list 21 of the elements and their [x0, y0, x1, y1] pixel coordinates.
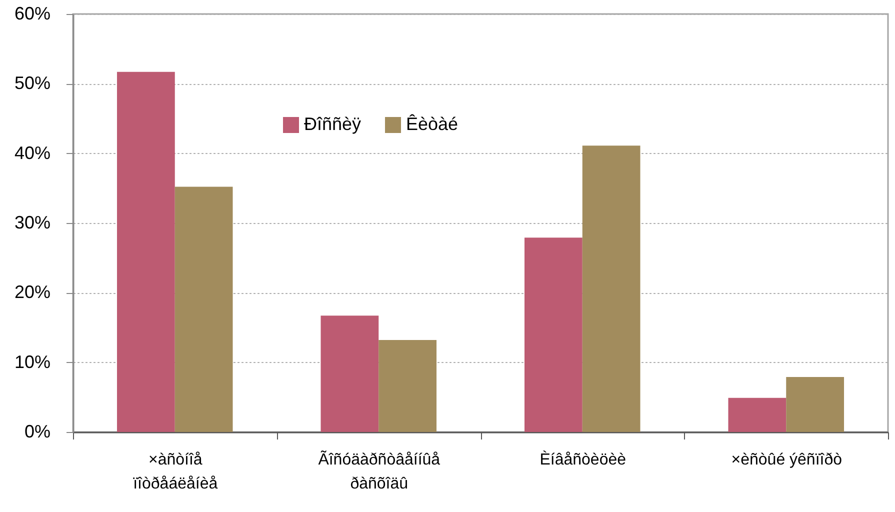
bar	[174, 186, 233, 432]
bar	[786, 376, 844, 432]
x-tick-label: Ãîñóäàðñòâåííûå ðàñõîäû	[318, 450, 440, 492]
bar	[582, 146, 640, 432]
bar	[378, 340, 437, 432]
y-tick-label: 50%	[14, 73, 50, 94]
y-tick-label: 20%	[14, 282, 50, 302]
bar	[728, 398, 786, 432]
x-tick-label: ×èñòûé ýêñïîðò	[731, 452, 842, 468]
y-tick-label: 30%	[14, 212, 50, 232]
x-tick-label: Èíâåñòèöèè	[540, 450, 626, 468]
bar	[524, 238, 582, 432]
y-tick-label: 0%	[24, 422, 50, 442]
y-tick-label: 40%	[14, 142, 50, 163]
x-tick-label: ×àñòíîå ïîòðåáëåíèå	[133, 452, 218, 492]
legend-label: Ðîññèÿ	[304, 114, 362, 134]
bar	[116, 72, 175, 432]
y-tick-label: 10%	[14, 352, 50, 372]
legend-label: Êèòàé	[406, 114, 458, 134]
y-tick-label: 60%	[14, 4, 50, 24]
bar	[320, 316, 379, 432]
